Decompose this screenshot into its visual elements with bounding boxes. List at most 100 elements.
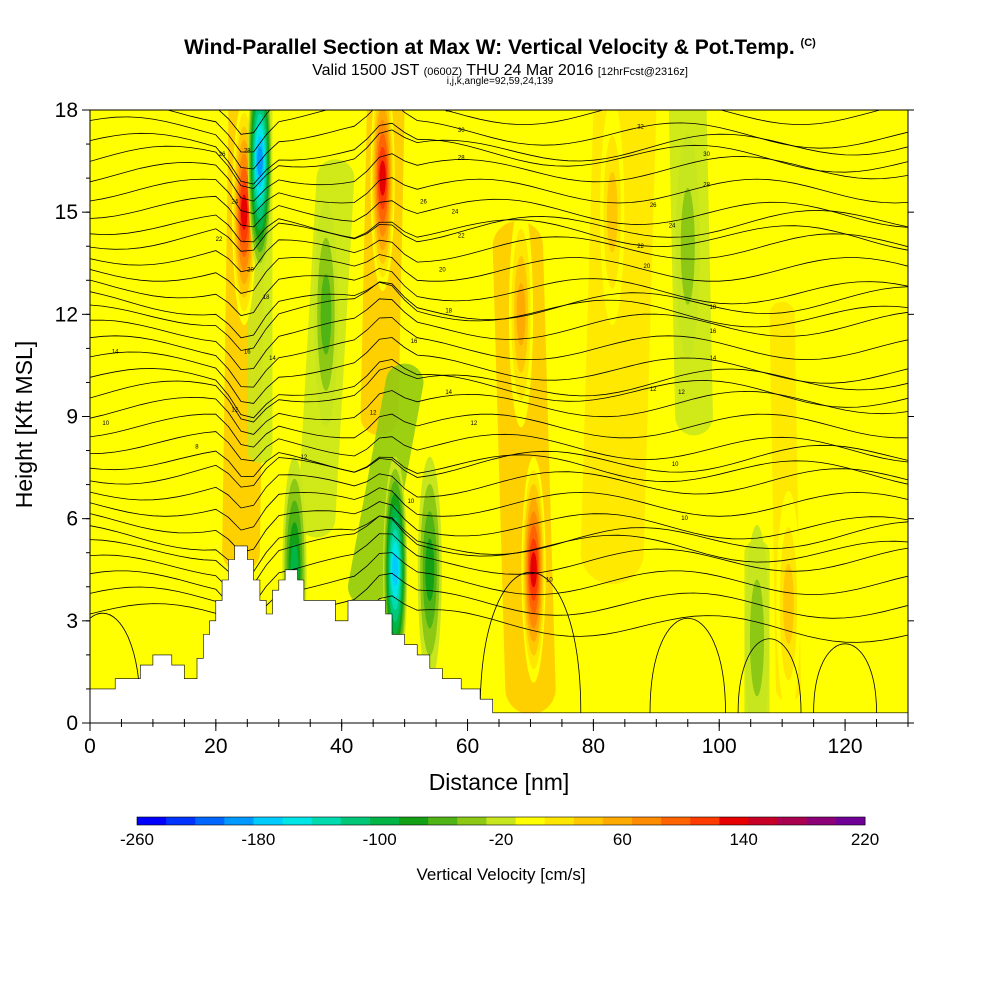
- theta-contour-line: [90, 501, 908, 553]
- theta-contour-label: 22: [637, 244, 644, 250]
- x-tick-label: 120: [828, 735, 863, 758]
- theta-contour-line: [649, 618, 726, 713]
- theta-contour-line: [813, 643, 877, 713]
- x-tick-label: 40: [330, 735, 353, 758]
- theta-contour-label: 10: [681, 516, 688, 522]
- colorbar-tick-label: 60: [613, 830, 632, 849]
- colorbar-swatch: [632, 817, 662, 825]
- downdraft-core: [320, 274, 332, 355]
- velocity-band: [347, 363, 424, 606]
- colorbar-frame: [136, 816, 866, 826]
- x-tick-label: 20: [204, 735, 227, 758]
- downdraft-core: [749, 579, 765, 697]
- theta-contour-label: 14: [269, 356, 276, 362]
- theta-contour-line: [90, 317, 908, 388]
- theta-contour-line: [90, 254, 908, 294]
- theta-contour-label: 24: [452, 210, 459, 216]
- colorbar-swatch: [544, 817, 575, 825]
- y-tick-label: 0: [66, 712, 78, 735]
- y-tick-label: 18: [55, 99, 78, 122]
- theta-contour-line: [90, 468, 908, 509]
- theta-contour-label: 14: [112, 349, 119, 355]
- theta-contour-line: [90, 210, 908, 252]
- theta-contour-line: [90, 177, 908, 215]
- colorbar-swatch: [486, 817, 517, 825]
- theta-contour-line: [90, 515, 908, 575]
- theta-contour-line: [737, 638, 802, 713]
- colorbar-swatch: [690, 817, 720, 825]
- colorbar-swatch: [719, 817, 750, 825]
- theta-contour-label: 16: [710, 329, 717, 335]
- theta-contour-line: [90, 515, 908, 587]
- chart-subtitle: Valid 1500 JST (0600Z) THU 24 Mar 2016 […: [0, 62, 1000, 80]
- colorbar-tick-label: 220: [851, 830, 879, 849]
- theta-contour-label: 18: [263, 295, 270, 301]
- colorbar-swatch: [806, 817, 837, 825]
- theta-contour-line: [90, 413, 908, 448]
- x-axis-label: Distance [nm]: [429, 769, 570, 795]
- theta-contour-label: 26: [219, 152, 226, 158]
- theta-contour-label: 26: [420, 200, 427, 206]
- chart-title-text: Wind-Parallel Section at Max W: Vertical…: [184, 36, 795, 59]
- theta-contour-line: [90, 122, 908, 185]
- theta-contour-label: 12: [470, 421, 477, 427]
- theta-contour-label: 12: [370, 411, 377, 417]
- theta-contour-line: [90, 358, 908, 419]
- theta-contour-label: 28: [703, 183, 710, 189]
- theta-contour-labels: 14 10 8 26 22 24 28 20 18 16 14 12 12 12 10 32 30 28 26 24 2…: [102, 110, 717, 584]
- theta-contour-label: 12: [650, 387, 657, 393]
- theta-contour-label: 28: [244, 148, 251, 154]
- theta-contour-line: [90, 298, 908, 371]
- theta-contour-label: 26: [650, 203, 657, 209]
- theta-contour-label: 16: [411, 339, 418, 345]
- title-mark: (C): [800, 37, 816, 49]
- theta-contour-line: [90, 195, 908, 228]
- theta-contour-line: [90, 129, 908, 190]
- downdraft-core: [425, 538, 435, 601]
- theta-contour-label: 8: [195, 445, 199, 451]
- y-tick-label: 15: [55, 201, 78, 224]
- theta-contour-label: 10: [102, 421, 109, 427]
- theta-contour-label: 10: [408, 499, 415, 505]
- x-tick-label: 0: [84, 735, 96, 758]
- theta-contour-line: [90, 233, 908, 273]
- colorbar-swatch: [661, 817, 691, 825]
- updraft-core: [379, 160, 386, 196]
- colorbar-swatch: [428, 817, 458, 825]
- downdraft-core: [392, 553, 399, 586]
- theta-contour-line: [90, 366, 908, 423]
- colorbar: -260 -180 -100 -20 60 140 220 Vertical Velocity…: [120, 816, 879, 884]
- subtitle-run: [12hrFcst@2316z]: [597, 66, 688, 78]
- updraft-core: [783, 563, 794, 645]
- chart-subtitle-indices: i,j,k,angle=92,59,24,139: [0, 76, 1000, 87]
- theta-contour-label: 30: [458, 128, 465, 134]
- theta-contour-label: 20: [439, 268, 446, 274]
- colorbar-swatch: [748, 817, 779, 825]
- chart-title: Wind-Parallel Section at Max W: Vertical…: [0, 36, 1000, 60]
- theta-contour-label: 18: [710, 305, 717, 311]
- theta-contour-label: 12: [678, 390, 685, 396]
- theta-contour-label: 10: [672, 462, 679, 468]
- x-tick-label: 80: [582, 735, 605, 758]
- subtitle-date: THU 24 Mar 2016: [466, 62, 594, 79]
- colorbar-swatch: [137, 817, 167, 825]
- colorbar-swatch: [573, 817, 604, 825]
- theta-contour-label: 22: [458, 234, 465, 240]
- y-tick-label: 9: [66, 406, 78, 429]
- colorbar-swatch: [777, 817, 808, 825]
- theta-contour-label: 22: [216, 237, 223, 243]
- theta-contour-line: [90, 281, 908, 339]
- colorbar-swatch: [369, 817, 400, 825]
- colorbar-swatch: [224, 817, 254, 825]
- colorbar-swatch: [515, 817, 546, 825]
- updraft-core: [516, 283, 526, 346]
- colorbar-swatch: [399, 817, 429, 825]
- colorbar-swatch: [282, 817, 313, 825]
- theta-contour-line: [90, 214, 908, 251]
- colorbar-swatch: [166, 817, 196, 825]
- axes: 0 20 40 60 80 100 120 0 3 6 9 12 15 18 Distance [nm] He…: [11, 99, 914, 795]
- updraft-core: [240, 194, 248, 230]
- colorbar-swatch: [311, 817, 342, 825]
- theta-contour-label: 20: [247, 268, 254, 274]
